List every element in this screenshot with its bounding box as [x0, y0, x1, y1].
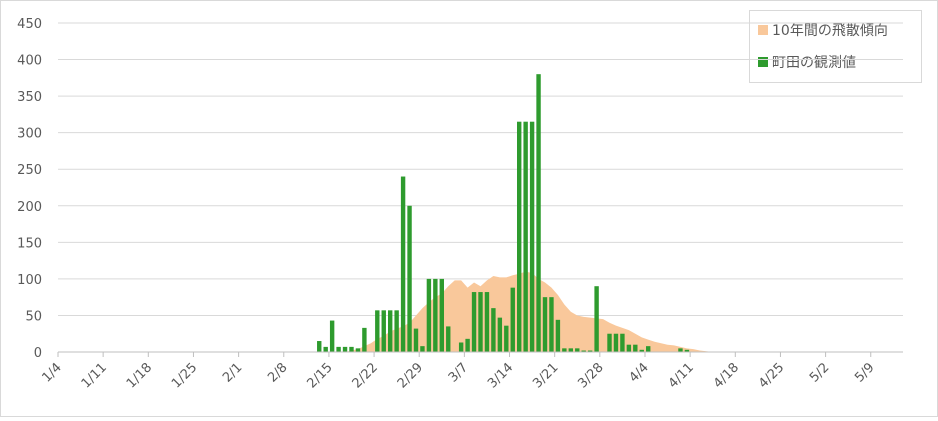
- y-tick-label: 450: [17, 17, 42, 32]
- bar: [587, 350, 593, 352]
- y-tick-label: 300: [17, 127, 42, 142]
- bar: [329, 320, 335, 352]
- bar: [349, 346, 354, 352]
- bar: [517, 121, 522, 352]
- bar: [523, 121, 528, 352]
- bar: [407, 205, 412, 352]
- bar: [387, 310, 393, 352]
- area: [61, 271, 894, 352]
- bar: [549, 297, 554, 352]
- bar: [646, 346, 651, 352]
- bar: [323, 346, 328, 352]
- bar: [639, 349, 644, 352]
- bar: [375, 310, 380, 352]
- bar: [575, 348, 580, 352]
- bar: [317, 341, 322, 352]
- bar: [491, 308, 496, 352]
- bar: [568, 348, 574, 352]
- legend-label: 町田の観測値: [772, 54, 856, 71]
- bar: [362, 327, 367, 352]
- bar: [458, 342, 464, 352]
- bar: [471, 292, 477, 352]
- bar: [626, 344, 632, 352]
- bar: [684, 349, 690, 352]
- bar: [400, 176, 406, 352]
- y-tick-label: 400: [17, 54, 42, 69]
- y-tick-label: 250: [17, 163, 42, 178]
- y-tick-label: 150: [17, 236, 42, 251]
- bar: [633, 344, 638, 352]
- bar: [542, 297, 548, 352]
- y-tick-label: 350: [17, 90, 42, 105]
- y-tick-label: 200: [17, 200, 42, 215]
- y-tick-label: 100: [17, 273, 42, 288]
- y-tick-label: 50: [25, 309, 42, 324]
- bar: [536, 74, 541, 352]
- bar: [355, 348, 361, 352]
- bar: [439, 278, 444, 352]
- bar: [478, 292, 483, 352]
- bar: [465, 338, 470, 352]
- bar: [504, 325, 509, 352]
- bar: [613, 333, 619, 352]
- bar: [420, 346, 425, 352]
- bar: [529, 121, 535, 352]
- bar: [433, 278, 438, 352]
- bar: [562, 348, 567, 352]
- y-tick-label: 0: [34, 346, 42, 361]
- bar: [446, 326, 451, 352]
- bar: [620, 333, 625, 352]
- bar: [594, 286, 599, 352]
- bar: [381, 310, 386, 352]
- bar: [413, 328, 419, 352]
- bar: [555, 319, 561, 352]
- legend-box: [749, 10, 922, 83]
- bar: [394, 310, 399, 352]
- legend-label: 10年間の飛散傾向: [772, 23, 888, 39]
- bar: [484, 292, 490, 352]
- bar: [581, 350, 586, 352]
- legend-swatch: [758, 57, 768, 67]
- bar: [336, 346, 341, 352]
- bar: [510, 287, 515, 352]
- bar: [607, 333, 612, 352]
- legend-swatch: [758, 25, 768, 35]
- bar: [678, 348, 683, 352]
- bar: [426, 278, 432, 352]
- bar: [342, 346, 348, 352]
- bar: [497, 317, 503, 352]
